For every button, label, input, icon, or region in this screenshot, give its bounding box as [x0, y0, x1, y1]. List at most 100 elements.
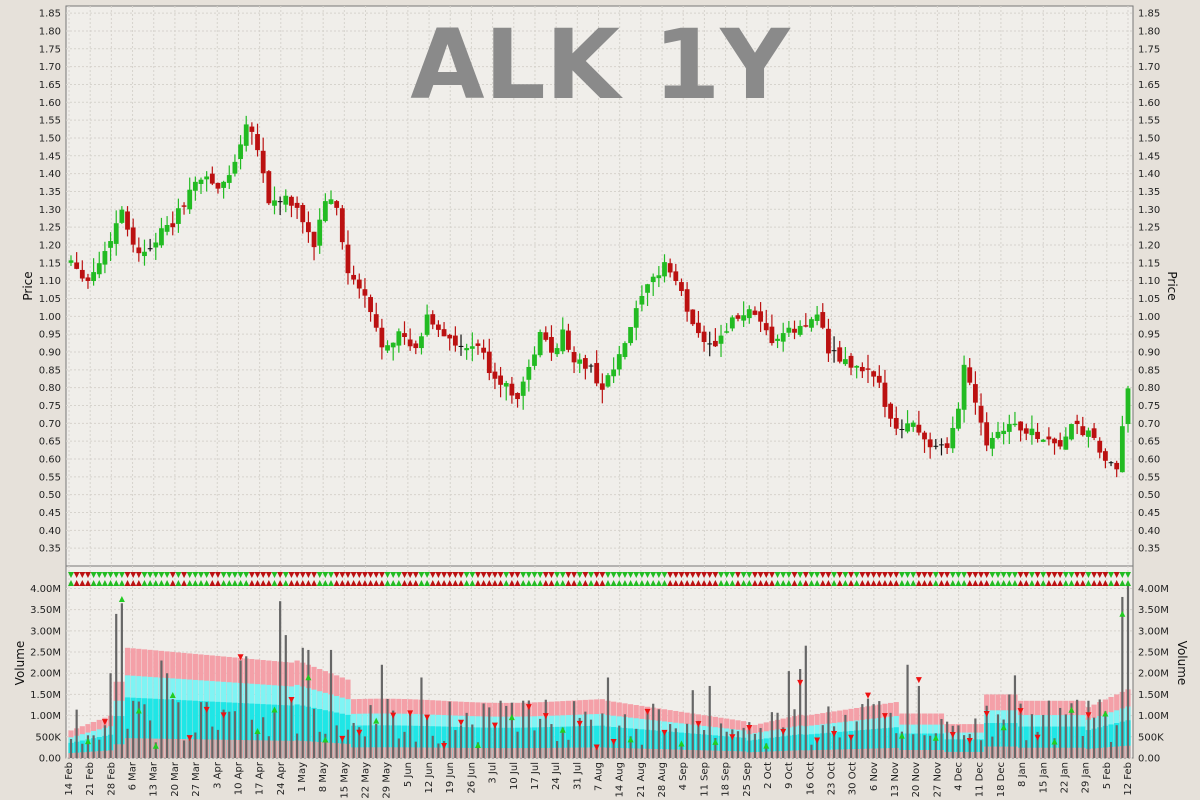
signal-marker: [305, 572, 312, 578]
volume-tick-label-left: 0.00: [39, 754, 61, 765]
signal-marker: [1040, 572, 1047, 578]
volume-bar: [855, 721, 858, 758]
volume-bar: [1047, 700, 1050, 758]
signal-marker: [344, 572, 351, 578]
signal-marker: [316, 580, 323, 586]
signal-marker: [322, 572, 329, 578]
date-tick-label: 18 Sep: [721, 762, 732, 797]
volume-bar: [606, 677, 610, 758]
candle-body: [1006, 424, 1012, 432]
arrow-down-marker: [831, 731, 838, 738]
arrow-down-marker: [237, 654, 244, 661]
date-tick-label: 11 Dec: [975, 762, 986, 797]
signal-marker: [418, 572, 425, 578]
price-tick-label-left: 1.85: [39, 9, 61, 20]
signal-marker: [842, 572, 849, 578]
candle-body: [554, 348, 560, 355]
volume-bar: [1087, 700, 1090, 758]
candle-body: [458, 345, 464, 347]
price-tick-label-left: 1.50: [39, 133, 61, 144]
signal-marker: [604, 580, 611, 586]
signal-marker: [480, 580, 487, 586]
volume-bar: [459, 725, 463, 758]
signal-marker: [480, 572, 487, 578]
volume-bar: [646, 708, 649, 758]
signal-marker: [836, 580, 843, 586]
signal-marker: [678, 572, 685, 578]
signal-marker: [695, 580, 702, 586]
volume-bar: [346, 729, 350, 758]
candle-body: [481, 347, 487, 353]
signal-marker: [593, 572, 600, 578]
candle-body: [187, 189, 193, 210]
volume-bar: [1053, 738, 1056, 758]
signal-marker: [797, 580, 804, 586]
signal-marker: [407, 580, 414, 586]
volume-bar: [589, 719, 593, 758]
candle-body: [594, 363, 600, 384]
signal-marker: [571, 580, 578, 586]
signal-marker: [910, 580, 917, 586]
date-tick-label: 9 Oct: [784, 762, 795, 789]
signal-marker: [576, 580, 583, 586]
band-inner-segment: [124, 697, 131, 758]
signal-marker: [254, 580, 261, 586]
candle-body: [961, 364, 967, 410]
candle-body: [995, 431, 1001, 438]
candle-body: [85, 277, 91, 282]
signal-marker: [876, 580, 883, 586]
signal-marker: [152, 580, 159, 586]
signal-marker: [949, 580, 956, 586]
volume-tick-label-left: 3.50M: [30, 605, 61, 616]
signal-marker: [599, 572, 606, 578]
candle-body: [599, 383, 605, 390]
signal-marker: [113, 572, 120, 578]
signal-marker: [1034, 572, 1041, 578]
candle-body: [724, 331, 730, 333]
date-tick-label: 27 Nov: [932, 762, 943, 798]
signal-marker: [401, 580, 408, 586]
volume-bar: [878, 701, 881, 758]
volume-bar: [420, 677, 423, 758]
signal-marker: [113, 580, 120, 586]
date-tick-label: 10 Jul: [509, 762, 520, 790]
signal-marker: [248, 580, 255, 586]
volume-bar: [516, 731, 519, 758]
candle-body: [503, 383, 509, 387]
signal-marker: [848, 580, 855, 586]
band-inner-segment: [153, 698, 159, 758]
arrow-up-marker: [678, 740, 685, 747]
signal-marker: [277, 580, 284, 586]
signal-marker: [503, 572, 510, 578]
arrow-up-marker: [712, 738, 719, 745]
arrow-down-marker: [407, 710, 414, 717]
signal-marker: [740, 572, 747, 578]
candle-body: [1102, 451, 1108, 461]
signal-marker: [1051, 572, 1058, 578]
signal-marker: [288, 572, 295, 578]
volume-bar: [414, 741, 417, 758]
date-tick-label: 26 Jun: [466, 762, 477, 794]
date-tick-label: 4 Sep: [678, 762, 689, 790]
volume-bar: [256, 732, 259, 758]
volume-bar: [1030, 714, 1034, 758]
volume-bar: [708, 685, 711, 758]
signal-marker: [1113, 580, 1120, 586]
candle-body: [871, 371, 877, 377]
volume-bar: [482, 703, 485, 758]
price-tick-label-right: 0.80: [1138, 383, 1160, 394]
signal-marker: [836, 572, 843, 578]
price-tick-label-right: 0.85: [1138, 365, 1160, 376]
candle-body: [809, 319, 814, 328]
signal-marker: [542, 580, 549, 586]
signal-marker: [638, 572, 645, 578]
price-tick-label-left: 0.75: [39, 401, 61, 412]
volume-bar: [595, 744, 598, 758]
signal-marker: [915, 580, 922, 586]
signal-marker: [751, 572, 758, 578]
volume-bar: [793, 709, 796, 758]
candle-body: [170, 223, 176, 228]
volume-bar: [375, 724, 378, 758]
signal-marker: [203, 572, 210, 578]
signal-marker: [124, 572, 131, 578]
